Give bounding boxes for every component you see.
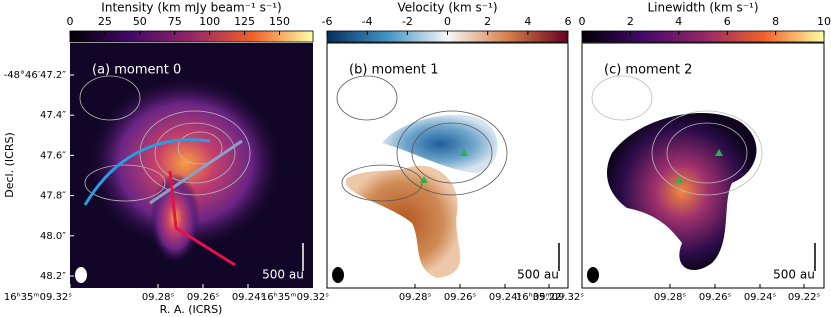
x-tick-label: 09.22ˢ xyxy=(533,292,566,303)
colorbar-tick-label: 25 xyxy=(98,15,112,28)
x-tick-label: 09.22ˢ xyxy=(788,292,821,303)
y-tick-label: -48°46′47.2″ xyxy=(4,70,67,81)
x-tick-label: 09.24ˢ xyxy=(232,292,265,303)
colorbar-label: Intensity (km mJy beam⁻¹ s⁻¹) xyxy=(101,1,281,15)
y-tick-label: 47.8″ xyxy=(40,191,66,202)
y-tick-label: 48.0″ xyxy=(40,231,66,242)
panel-image xyxy=(70,43,313,288)
colorbar-tick-label: -6 xyxy=(322,15,333,28)
x-tick-label: 09.24ˢ xyxy=(489,292,522,303)
colorbar-tick-label: 0 xyxy=(579,15,586,28)
x-tick-label: 09.26ˢ xyxy=(699,292,732,303)
panel-label: (b) moment 1 xyxy=(349,63,439,78)
x-tick-label: 09.26ˢ xyxy=(187,292,220,303)
y-tick-label: 47.6″ xyxy=(40,150,66,161)
x-axis-label: R. A. (ICRS) xyxy=(160,303,223,316)
colorbar-tick-label: 0 xyxy=(67,15,74,28)
colorbar-tick-label: 4 xyxy=(675,15,682,28)
colorbar-tick-label: 0 xyxy=(444,15,451,28)
x-tick-label: 16ʰ35ᵐ09.32ˢ xyxy=(516,292,584,303)
panel-label: (a) moment 0 xyxy=(92,63,181,78)
panel-image xyxy=(581,42,825,289)
scale-bar-label: 500 au xyxy=(262,268,304,282)
colorbar-tick-label: 8 xyxy=(772,15,779,28)
y-tick-label: 47.4″ xyxy=(40,110,66,121)
colorbar-tick-label: 50 xyxy=(133,15,147,28)
colorbar-tick-label: 6 xyxy=(724,15,731,28)
colorbar-tick-label: 2 xyxy=(484,15,491,28)
x-tick-label: 09.28ˢ xyxy=(399,292,432,303)
colorbar-tick-label: 6 xyxy=(565,15,572,28)
y-axis-label: Decl. (ICRS) xyxy=(3,132,16,197)
y-tick-label: 48.2″ xyxy=(40,271,66,282)
colorbar-tick-label: -4 xyxy=(362,15,373,28)
colorbar-tick-label: 4 xyxy=(524,15,531,28)
colorbar-tick-label: 125 xyxy=(234,15,255,28)
scale-bar-label: 500 au xyxy=(773,268,815,282)
colorbar xyxy=(69,30,314,43)
x-tick-label: 09.26ˢ xyxy=(444,292,477,303)
x-tick-label: 16ʰ35ᵐ09.32ˢ xyxy=(4,292,72,303)
colorbar-tick-label: 100 xyxy=(199,15,220,28)
colorbar-tick-label: 75 xyxy=(168,15,182,28)
x-tick-label: 09.28ˢ xyxy=(142,292,175,303)
colorbar-label: Linewidth (km s⁻¹) xyxy=(647,1,758,15)
colorbar-label: Velocity (km s⁻¹) xyxy=(397,1,497,15)
colorbar-tick-label: 2 xyxy=(627,15,634,28)
scale-bar-label: 500 au xyxy=(517,268,559,282)
colorbar-tick-label: 10 xyxy=(817,15,831,28)
colorbar xyxy=(581,30,825,43)
x-tick-label: 09.28ˢ xyxy=(654,292,687,303)
colorbar-tick-label: -2 xyxy=(402,15,413,28)
panel-label: (c) moment 2 xyxy=(604,63,692,78)
colorbar-tick-label: 150 xyxy=(269,15,290,28)
x-tick-label: 16ʰ35ᵐ09.32ˢ xyxy=(261,292,329,303)
panel-image xyxy=(326,42,569,289)
x-tick-label: 09.24ˢ xyxy=(744,292,777,303)
